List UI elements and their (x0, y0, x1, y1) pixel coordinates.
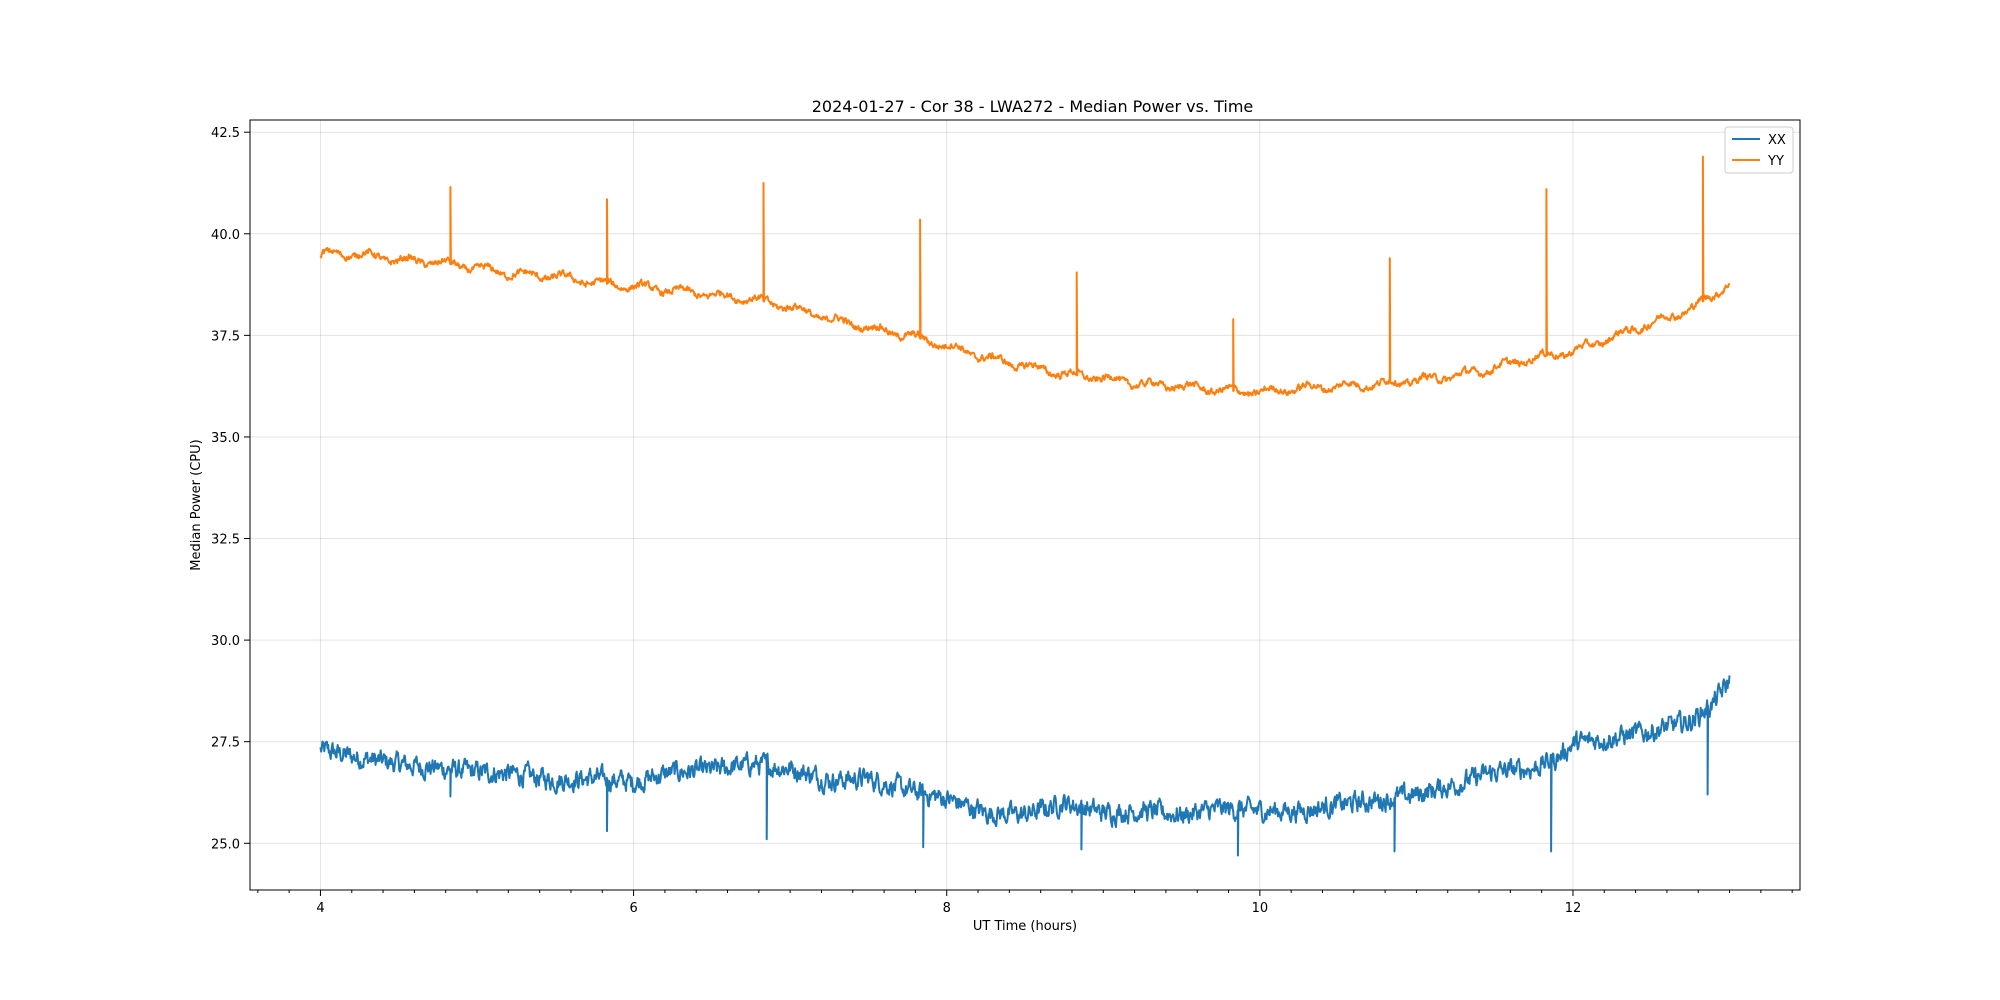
x-axis-title: UT Time (hours) (973, 919, 1077, 934)
tick-layer: 4 6 8 10 12 25.0 27.5 30.0 32.5 35.0 37.5 40.0 42.5 (211, 126, 1793, 916)
y-tick-label: 30.0 (211, 634, 240, 649)
x-tick-label: 10 (1252, 901, 1269, 916)
y-axis-title: Median Power (CPU) (189, 439, 204, 570)
series-line-xx (319, 675, 1731, 857)
y-tick-label: 37.5 (211, 329, 240, 344)
y-tick-label: 32.5 (211, 533, 240, 548)
x-tick-label: 6 (629, 901, 637, 916)
y-tick-label: 40.0 (211, 228, 240, 243)
x-tick-label: 12 (1565, 901, 1582, 916)
legend-label-yy: YY (1767, 154, 1784, 169)
legend: XX YY (1724, 126, 1794, 174)
legend-label-xx: XX (1768, 133, 1786, 148)
x-tick-label: 4 (316, 901, 324, 916)
y-tick-label: 42.5 (211, 126, 240, 141)
plot-area-frame (249, 119, 1801, 891)
y-tick-label: 27.5 (211, 736, 240, 751)
y-tick-label: 25.0 (211, 837, 240, 852)
series-line-yy (319, 155, 1731, 397)
x-tick-label: 8 (943, 901, 951, 916)
grid-layer (250, 120, 1800, 890)
y-tick-label: 35.0 (211, 431, 240, 446)
chart-title: 2024-01-27 - Cor 38 - LWA272 - Median Po… (812, 97, 1254, 116)
series-layer (319, 155, 1731, 857)
